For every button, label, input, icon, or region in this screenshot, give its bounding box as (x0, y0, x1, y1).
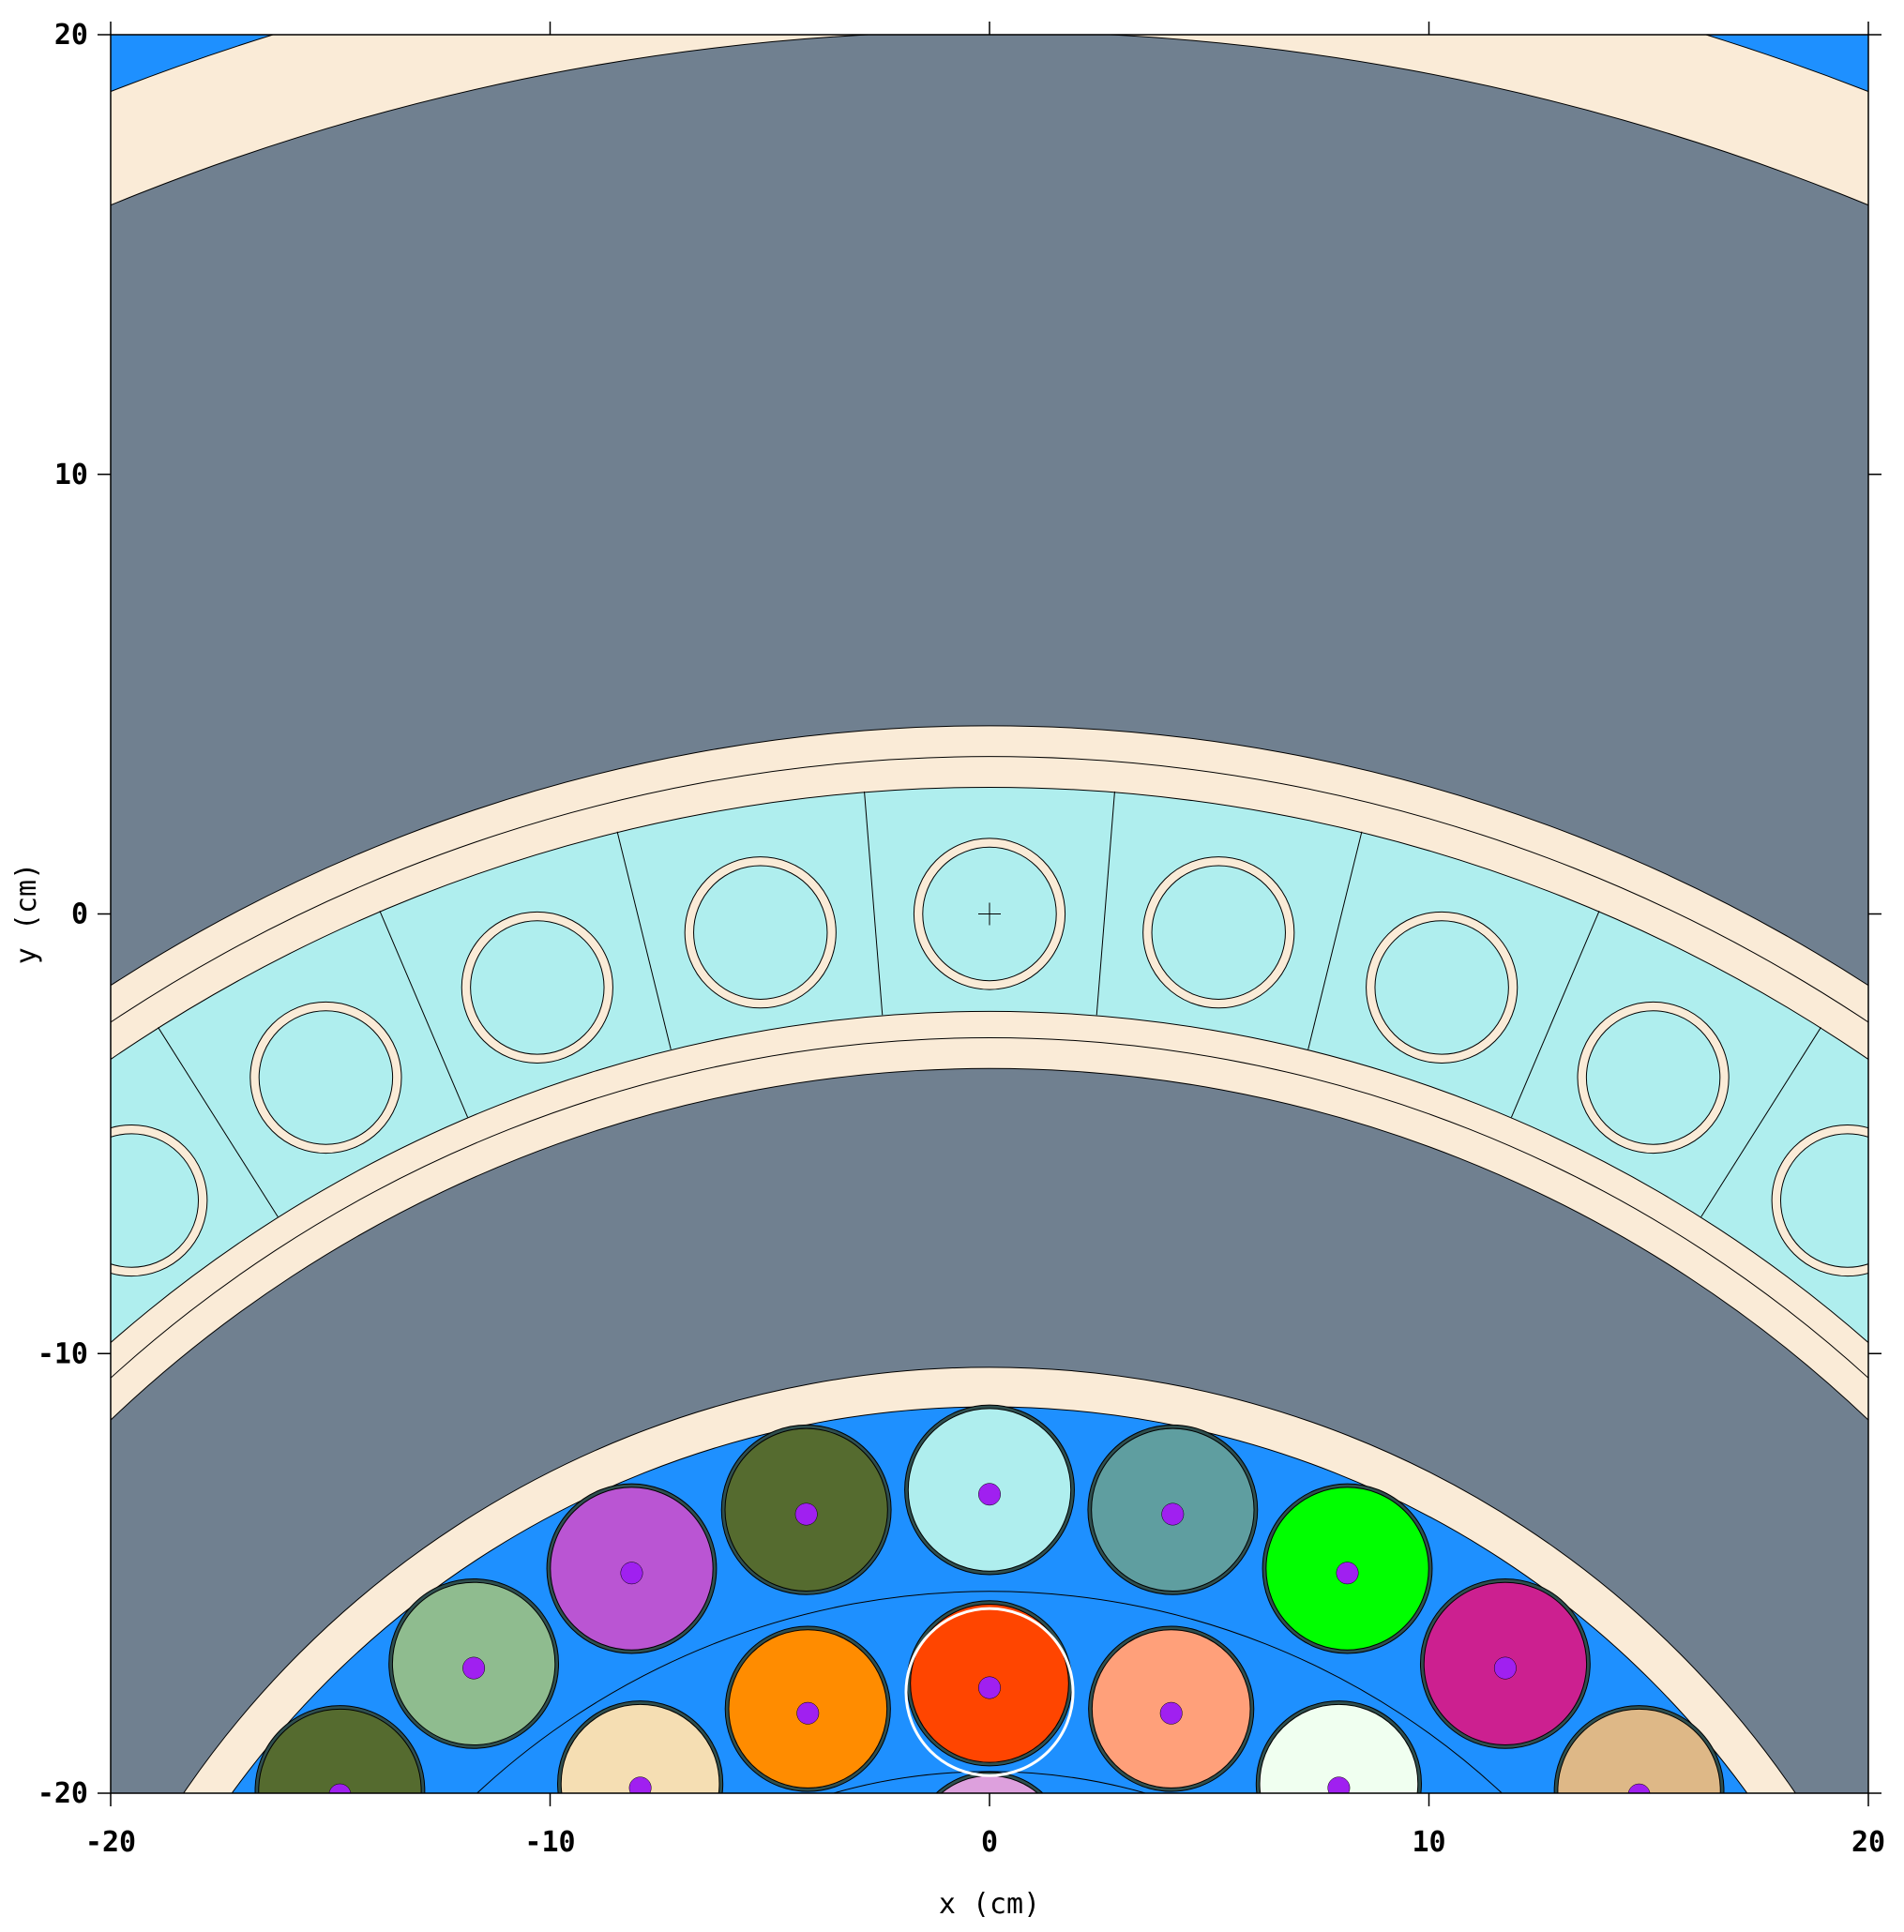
pin-center (1327, 1776, 1351, 1793)
fuel-pin (747, 1805, 896, 1932)
band-divider (864, 791, 884, 1016)
y-tick-label: 10 (54, 459, 88, 491)
pin-center (1161, 1502, 1185, 1526)
pin-center (628, 1776, 652, 1793)
pin-center (978, 1676, 1001, 1699)
y-tick-label: 0 (71, 898, 88, 931)
pin-center (1336, 1562, 1359, 1585)
x-tick-label: -10 (524, 1826, 575, 1859)
y-axis-label: y (cm) (10, 863, 43, 964)
band-divider (0, 1178, 107, 1346)
pin-center (810, 1874, 832, 1895)
channel-hole (0, 1286, 26, 1419)
band-divider (1700, 1027, 1821, 1217)
channel-hole (1780, 1133, 1868, 1268)
pin-center (1159, 1701, 1183, 1725)
pin-center (1147, 1874, 1169, 1895)
x-tick-label: -20 (85, 1826, 136, 1859)
pin-center (462, 1656, 486, 1680)
origin-marker (978, 902, 1001, 926)
y-tick-label: -10 (38, 1337, 88, 1370)
pin-center (1627, 1783, 1651, 1793)
fuel-pin (1557, 1708, 1721, 1793)
band-divider (1096, 791, 1115, 1016)
channel-tube (0, 1277, 35, 1428)
y-tick-label: 20 (54, 19, 88, 52)
pin-center (794, 1502, 818, 1526)
pin-center (620, 1562, 643, 1585)
control-ring (904, 1607, 1075, 1777)
band-divider (1510, 911, 1600, 1118)
fuel-pin-clad (1080, 1802, 1236, 1932)
pin-center (978, 1483, 1001, 1506)
channel-hole (258, 1010, 394, 1145)
pin-center (1493, 1656, 1517, 1680)
band-divider (616, 831, 672, 1050)
channel-hole (1374, 920, 1509, 1055)
fuel-pin-clad (743, 1802, 899, 1932)
y-tick-label: -20 (38, 1777, 88, 1810)
pin-center (796, 1701, 820, 1725)
band-divider (1872, 1178, 1904, 1346)
band-divider (158, 1027, 279, 1217)
channel-hole (1151, 865, 1286, 1000)
x-axis-label: x (cm) (939, 1888, 1040, 1921)
band-divider (379, 911, 469, 1118)
band-line (111, 1037, 1868, 1380)
fuel-pin (258, 1708, 422, 1793)
pin-center (328, 1783, 352, 1793)
channel-hole (470, 920, 605, 1055)
channel-hole (111, 1133, 199, 1268)
fuel-pin (560, 1703, 720, 1793)
core-ring-line (832, 1771, 1147, 1793)
core-ring-line (476, 1591, 1503, 1793)
fuel-pin (1083, 1805, 1232, 1932)
x-tick-label: 0 (981, 1826, 998, 1859)
band-divider (1307, 831, 1363, 1050)
x-tick-label: 20 (1851, 1826, 1885, 1859)
x-tick-label: 10 (1412, 1826, 1445, 1859)
fuel-pin (1259, 1703, 1419, 1793)
channel-hole (1585, 1010, 1721, 1145)
channel-hole (693, 865, 828, 1000)
